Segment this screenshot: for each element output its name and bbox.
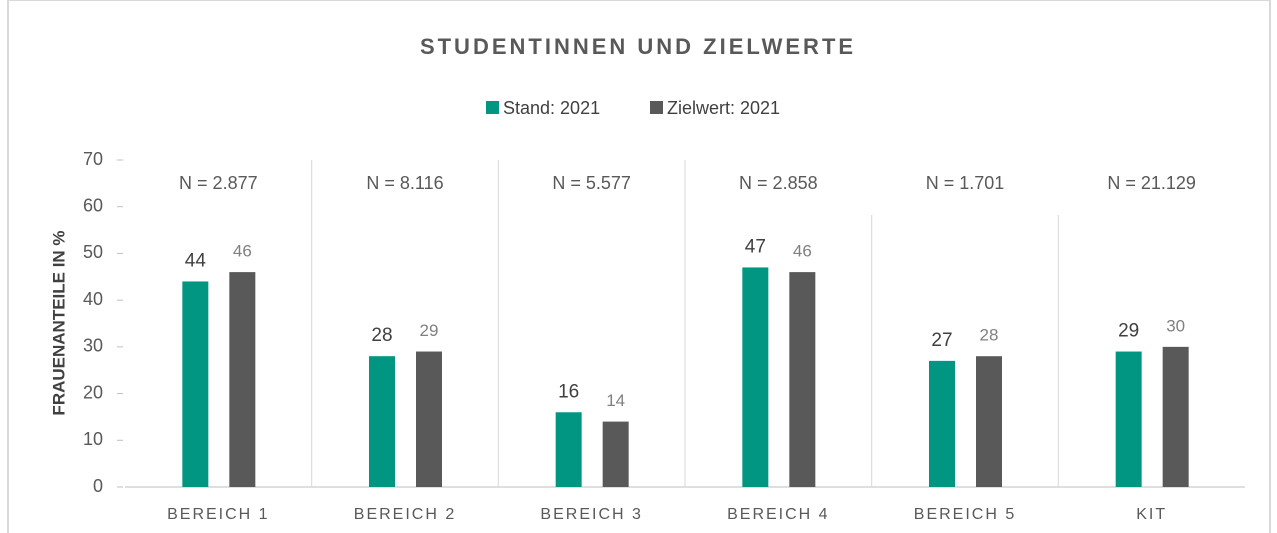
- bar: [369, 356, 395, 487]
- bar: [602, 421, 629, 487]
- y-tick-label: 50: [83, 242, 103, 262]
- value-label: 28: [980, 326, 999, 345]
- x-tick-label: BEREICH 2: [354, 506, 456, 523]
- bar: [1162, 346, 1189, 487]
- value-label: 46: [233, 242, 252, 261]
- value-label: 28: [371, 325, 392, 346]
- annotation: N = 1.701: [926, 173, 1005, 193]
- y-tick-label: 70: [83, 149, 103, 169]
- bar: [416, 351, 442, 487]
- y-tick-label: 0: [93, 476, 103, 496]
- x-tick-label: KIT: [1136, 506, 1167, 523]
- value-label: 16: [558, 381, 579, 402]
- annotation: N = 5.577: [552, 173, 631, 193]
- annotation: N = 21.129: [1107, 173, 1196, 193]
- value-label: 44: [185, 250, 207, 271]
- value-label: 47: [745, 236, 766, 257]
- x-tick-label: BEREICH 3: [540, 506, 642, 523]
- y-tick-label: 20: [83, 382, 103, 402]
- bar: [555, 412, 582, 487]
- bar: [789, 272, 816, 487]
- annotation: N = 2.877: [179, 173, 258, 193]
- x-tick-label: BEREICH 5: [914, 506, 1016, 523]
- bar: [742, 267, 769, 487]
- legend-swatch: [650, 101, 663, 114]
- x-tick-label: BEREICH 4: [727, 506, 829, 523]
- bar: [229, 272, 256, 487]
- bar: [929, 360, 955, 487]
- y-tick-label: 10: [83, 429, 103, 449]
- y-tick-label: 60: [83, 195, 103, 215]
- bar: [976, 356, 1002, 487]
- value-label: 46: [793, 242, 812, 261]
- chart-frame: [7, 0, 1271, 533]
- value-label: 29: [420, 321, 439, 340]
- bar: [1115, 351, 1142, 487]
- annotation: N = 2.858: [739, 173, 818, 193]
- value-label: 14: [606, 391, 625, 410]
- x-tick-label: BEREICH 1: [167, 506, 269, 523]
- value-label: 30: [1166, 316, 1185, 335]
- legend-label: Stand: 2021: [503, 98, 600, 118]
- y-axis-label: FRAUENANTEILE IN %: [49, 230, 68, 415]
- annotation: N = 8.116: [366, 173, 443, 193]
- chart-title: STUDENTINNEN UND ZIELWERTE: [420, 34, 856, 59]
- y-tick-label: 40: [83, 289, 103, 309]
- legend-swatch: [486, 101, 499, 114]
- value-label: 29: [1118, 321, 1139, 342]
- legend-label: Zielwert: 2021: [667, 98, 780, 118]
- bar: [182, 281, 209, 487]
- y-tick-label: 30: [83, 336, 103, 356]
- value-label: 27: [931, 330, 952, 351]
